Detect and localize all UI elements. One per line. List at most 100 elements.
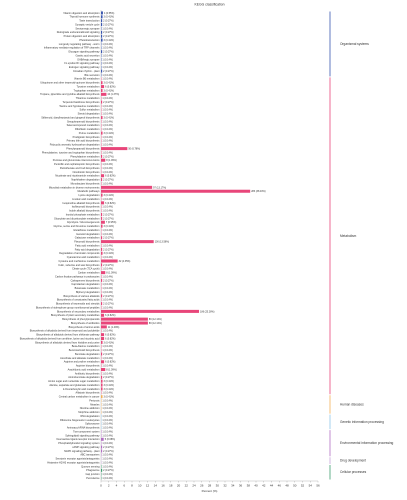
bar [101,15,103,19]
bar [101,212,103,217]
category-label: Isoquinoline alkaloid biosynthesis [63,202,101,205]
category-label: Arginine and proline metabolism [64,361,100,364]
data-label: 3 (0.41%) [104,225,115,228]
category-label: Biosynthesis of unsaturated fatty acids [57,299,100,302]
category-label: Nicotinate and nicotinamide metabolism [55,175,99,178]
data-label: 1 (0.14%) [102,256,113,259]
data-label: 10 (1.37%) [107,93,119,96]
x-tick-label: 8 [131,484,133,488]
data-label: 1 (0.14%) [102,465,113,468]
data-label: 8 (1.09%) [106,368,117,371]
bar [101,337,105,341]
category-label: Inositol phosphate metabolism [66,213,100,216]
data-label: 1 (0.14%) [102,477,113,480]
data-label: 6 (0.82%) [105,314,116,317]
category-label: Pantothenate and CoA biosynthesis [60,167,100,170]
data-label: 2 (0.27%) [103,20,114,23]
data-label: 1 (0.14%) [102,58,113,61]
category-label: Benzoate degradation [75,353,100,356]
data-label: 1 (0.14%) [102,268,113,271]
category-label: Biosynthesis of amino acids [69,326,101,329]
category-label: Tropane, piperidine and pyridine alkaloi… [40,93,100,96]
data-label: 6 (0.82%) [105,337,116,340]
category-label: Measles [90,403,100,406]
bar [101,360,105,364]
bar [101,449,103,453]
data-label: 3 (0.41%) [104,39,115,42]
data-label: 1 (0.14%) [102,430,113,433]
category-label: Phenylalanine, tyrosine and tryptophan b… [42,151,100,154]
bar [101,352,103,356]
category-label: Sulfur metabolism [79,109,99,112]
bar [101,259,118,263]
bar [101,294,103,298]
category-label: Stilbenoid, diarylheptanoid and gingerol… [41,116,100,119]
x-tick-label: 14 [154,484,158,488]
data-label: 5 (0.68%) [105,438,116,441]
category-label: Spliceosome [85,423,100,426]
data-label: 1 (0.14%) [102,140,113,143]
data-label: 6 (0.82%) [105,175,116,178]
x-tick-label: 2 [108,484,110,488]
category-label: Biosynthesis of phenylpropanoids [62,318,100,321]
data-label: 2 (0.27%) [103,217,114,220]
category-label: Novobiocin biosynthesis [73,171,101,174]
data-label: 1 (0.14%) [102,27,113,30]
data-label: 2 (0.27%) [103,23,114,26]
data-label: 1 (0.14%) [102,442,113,445]
bar [101,236,103,240]
category-label: Biosynthesis of various alkaloids [64,295,101,298]
category-label: Bile secretion [84,74,100,77]
category-label: Selenocompound metabolism [67,124,100,127]
category-label: 2-Oxocarboxylic acid metabolism [63,388,100,391]
data-label: 1 (0.14%) [102,423,113,426]
bar [101,375,103,379]
data-label: 1 (0.14%) [102,473,113,476]
x-tick-label: 48 [285,484,289,488]
x-axis-title: Percent (%) [202,489,218,493]
category-label: Two-component system [73,430,99,433]
data-label: 1 (0.14%) [102,349,113,352]
category-label: Butanoate metabolism [75,287,100,290]
x-tick-label: 38 [247,484,251,488]
x-tick-label: 52 [301,484,305,488]
data-label: 1 (0.14%) [102,54,113,57]
data-label: 3 (0.41%) [104,89,115,92]
data-label: 2 (0.27%) [103,248,114,251]
data-label: 1 (0.14%) [102,128,113,131]
category-label: Taste transduction [79,20,100,23]
data-label: 1 (0.14%) [102,365,113,368]
bar [101,100,103,104]
bar [101,309,200,313]
data-label: 1 (0.14%) [102,306,113,309]
data-label: 2 (0.27%) [103,446,114,449]
x-tick-label: 16 [161,484,165,488]
data-label: 2 (0.27%) [103,469,114,472]
bar [101,271,106,275]
data-label: 1 (0.14%) [102,120,113,123]
data-label: 1 (0.14%) [102,427,113,430]
category-label: cAMP signaling pathway [72,446,100,449]
data-label: 2 (0.27%) [103,279,114,282]
category-label: Morphine addiction [78,411,100,414]
data-label: 1 (0.14%) [102,407,113,410]
data-label: 50 (6.78%) [128,147,140,150]
category-label: Purine metabolism [79,132,100,135]
bar [101,387,103,391]
category-label: Ascorbate and aldarate metabolism [60,357,99,360]
data-label: 3 (0.41%) [104,16,115,19]
group-label: Environmental information processing [340,441,394,445]
data-label: 1 (0.14%) [102,182,113,185]
category-label: Ribosome biogenesis in eukaryotes [60,419,100,422]
bar [101,379,103,383]
category-label: Fatty acid degradation [75,248,100,251]
data-label: 8 (1.09%) [106,272,117,275]
data-label: 1 (0.14%) [102,419,113,422]
x-tick-label: 36 [239,484,243,488]
x-tick-label: 6 [123,484,125,488]
chart-title: KEGG classification [195,3,225,7]
category-label: Glycolysis / Gluconeogenesis [67,221,100,224]
data-label: 6 (0.82%) [105,202,116,205]
category-label: Serotonin receptor agonists/antagonists [55,458,100,461]
data-label: 6 (0.82%) [105,361,116,364]
